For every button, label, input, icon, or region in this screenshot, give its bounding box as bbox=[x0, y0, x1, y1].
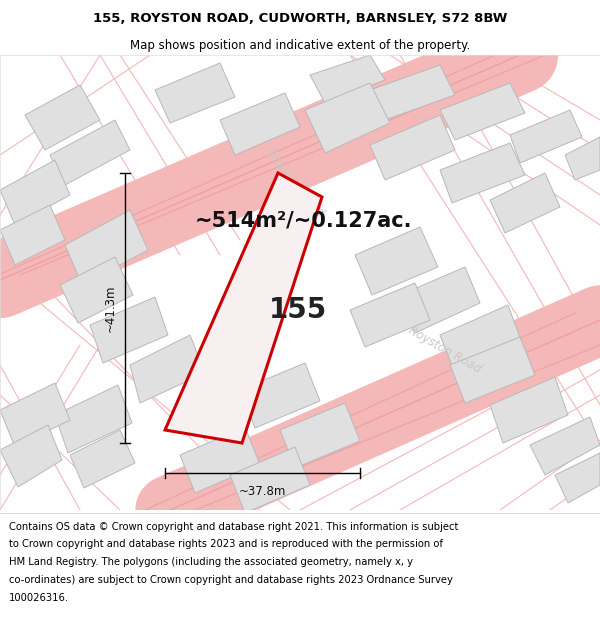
Polygon shape bbox=[25, 85, 100, 150]
Text: ~514m²/~0.127ac.: ~514m²/~0.127ac. bbox=[195, 210, 413, 230]
Polygon shape bbox=[230, 447, 310, 513]
Text: ~41.3m: ~41.3m bbox=[104, 284, 117, 332]
Polygon shape bbox=[450, 337, 535, 403]
Polygon shape bbox=[370, 65, 455, 120]
Text: co-ordinates) are subject to Crown copyright and database rights 2023 Ordnance S: co-ordinates) are subject to Crown copyr… bbox=[9, 575, 453, 585]
Polygon shape bbox=[400, 267, 480, 333]
Polygon shape bbox=[180, 427, 260, 493]
Text: Royston Road: Royston Road bbox=[264, 148, 326, 219]
Polygon shape bbox=[130, 335, 205, 403]
Polygon shape bbox=[240, 363, 320, 428]
Polygon shape bbox=[90, 297, 168, 363]
Polygon shape bbox=[440, 83, 525, 140]
Polygon shape bbox=[0, 160, 70, 225]
Text: 155: 155 bbox=[269, 296, 327, 324]
Polygon shape bbox=[0, 383, 70, 447]
Polygon shape bbox=[220, 93, 300, 155]
Polygon shape bbox=[355, 227, 438, 295]
Polygon shape bbox=[50, 120, 130, 185]
Polygon shape bbox=[280, 403, 360, 468]
Polygon shape bbox=[440, 143, 525, 203]
Polygon shape bbox=[510, 110, 582, 163]
Polygon shape bbox=[490, 377, 568, 443]
Polygon shape bbox=[440, 305, 522, 373]
Text: Contains OS data © Crown copyright and database right 2021. This information is : Contains OS data © Crown copyright and d… bbox=[9, 521, 458, 531]
Text: 155, ROYSTON ROAD, CUDWORTH, BARNSLEY, S72 8BW: 155, ROYSTON ROAD, CUDWORTH, BARNSLEY, S… bbox=[93, 12, 507, 25]
Polygon shape bbox=[555, 453, 600, 503]
Polygon shape bbox=[310, 55, 385, 103]
Polygon shape bbox=[70, 430, 135, 488]
Polygon shape bbox=[490, 173, 560, 233]
Polygon shape bbox=[55, 385, 132, 453]
Polygon shape bbox=[350, 283, 430, 347]
Polygon shape bbox=[0, 205, 65, 265]
Polygon shape bbox=[370, 115, 455, 180]
Text: Map shows position and indicative extent of the property.: Map shows position and indicative extent… bbox=[130, 39, 470, 51]
Text: to Crown copyright and database rights 2023 and is reproduced with the permissio: to Crown copyright and database rights 2… bbox=[9, 539, 443, 549]
Polygon shape bbox=[165, 173, 322, 443]
Polygon shape bbox=[565, 137, 600, 180]
Text: Royston Road: Royston Road bbox=[406, 324, 484, 376]
Polygon shape bbox=[155, 63, 235, 123]
Polygon shape bbox=[65, 210, 148, 285]
Polygon shape bbox=[0, 425, 62, 487]
Text: ~37.8m: ~37.8m bbox=[239, 485, 286, 498]
Text: 100026316.: 100026316. bbox=[9, 592, 69, 602]
Text: HM Land Registry. The polygons (including the associated geometry, namely x, y: HM Land Registry. The polygons (includin… bbox=[9, 557, 413, 567]
Polygon shape bbox=[305, 83, 390, 153]
Polygon shape bbox=[60, 257, 133, 323]
Polygon shape bbox=[530, 417, 600, 475]
